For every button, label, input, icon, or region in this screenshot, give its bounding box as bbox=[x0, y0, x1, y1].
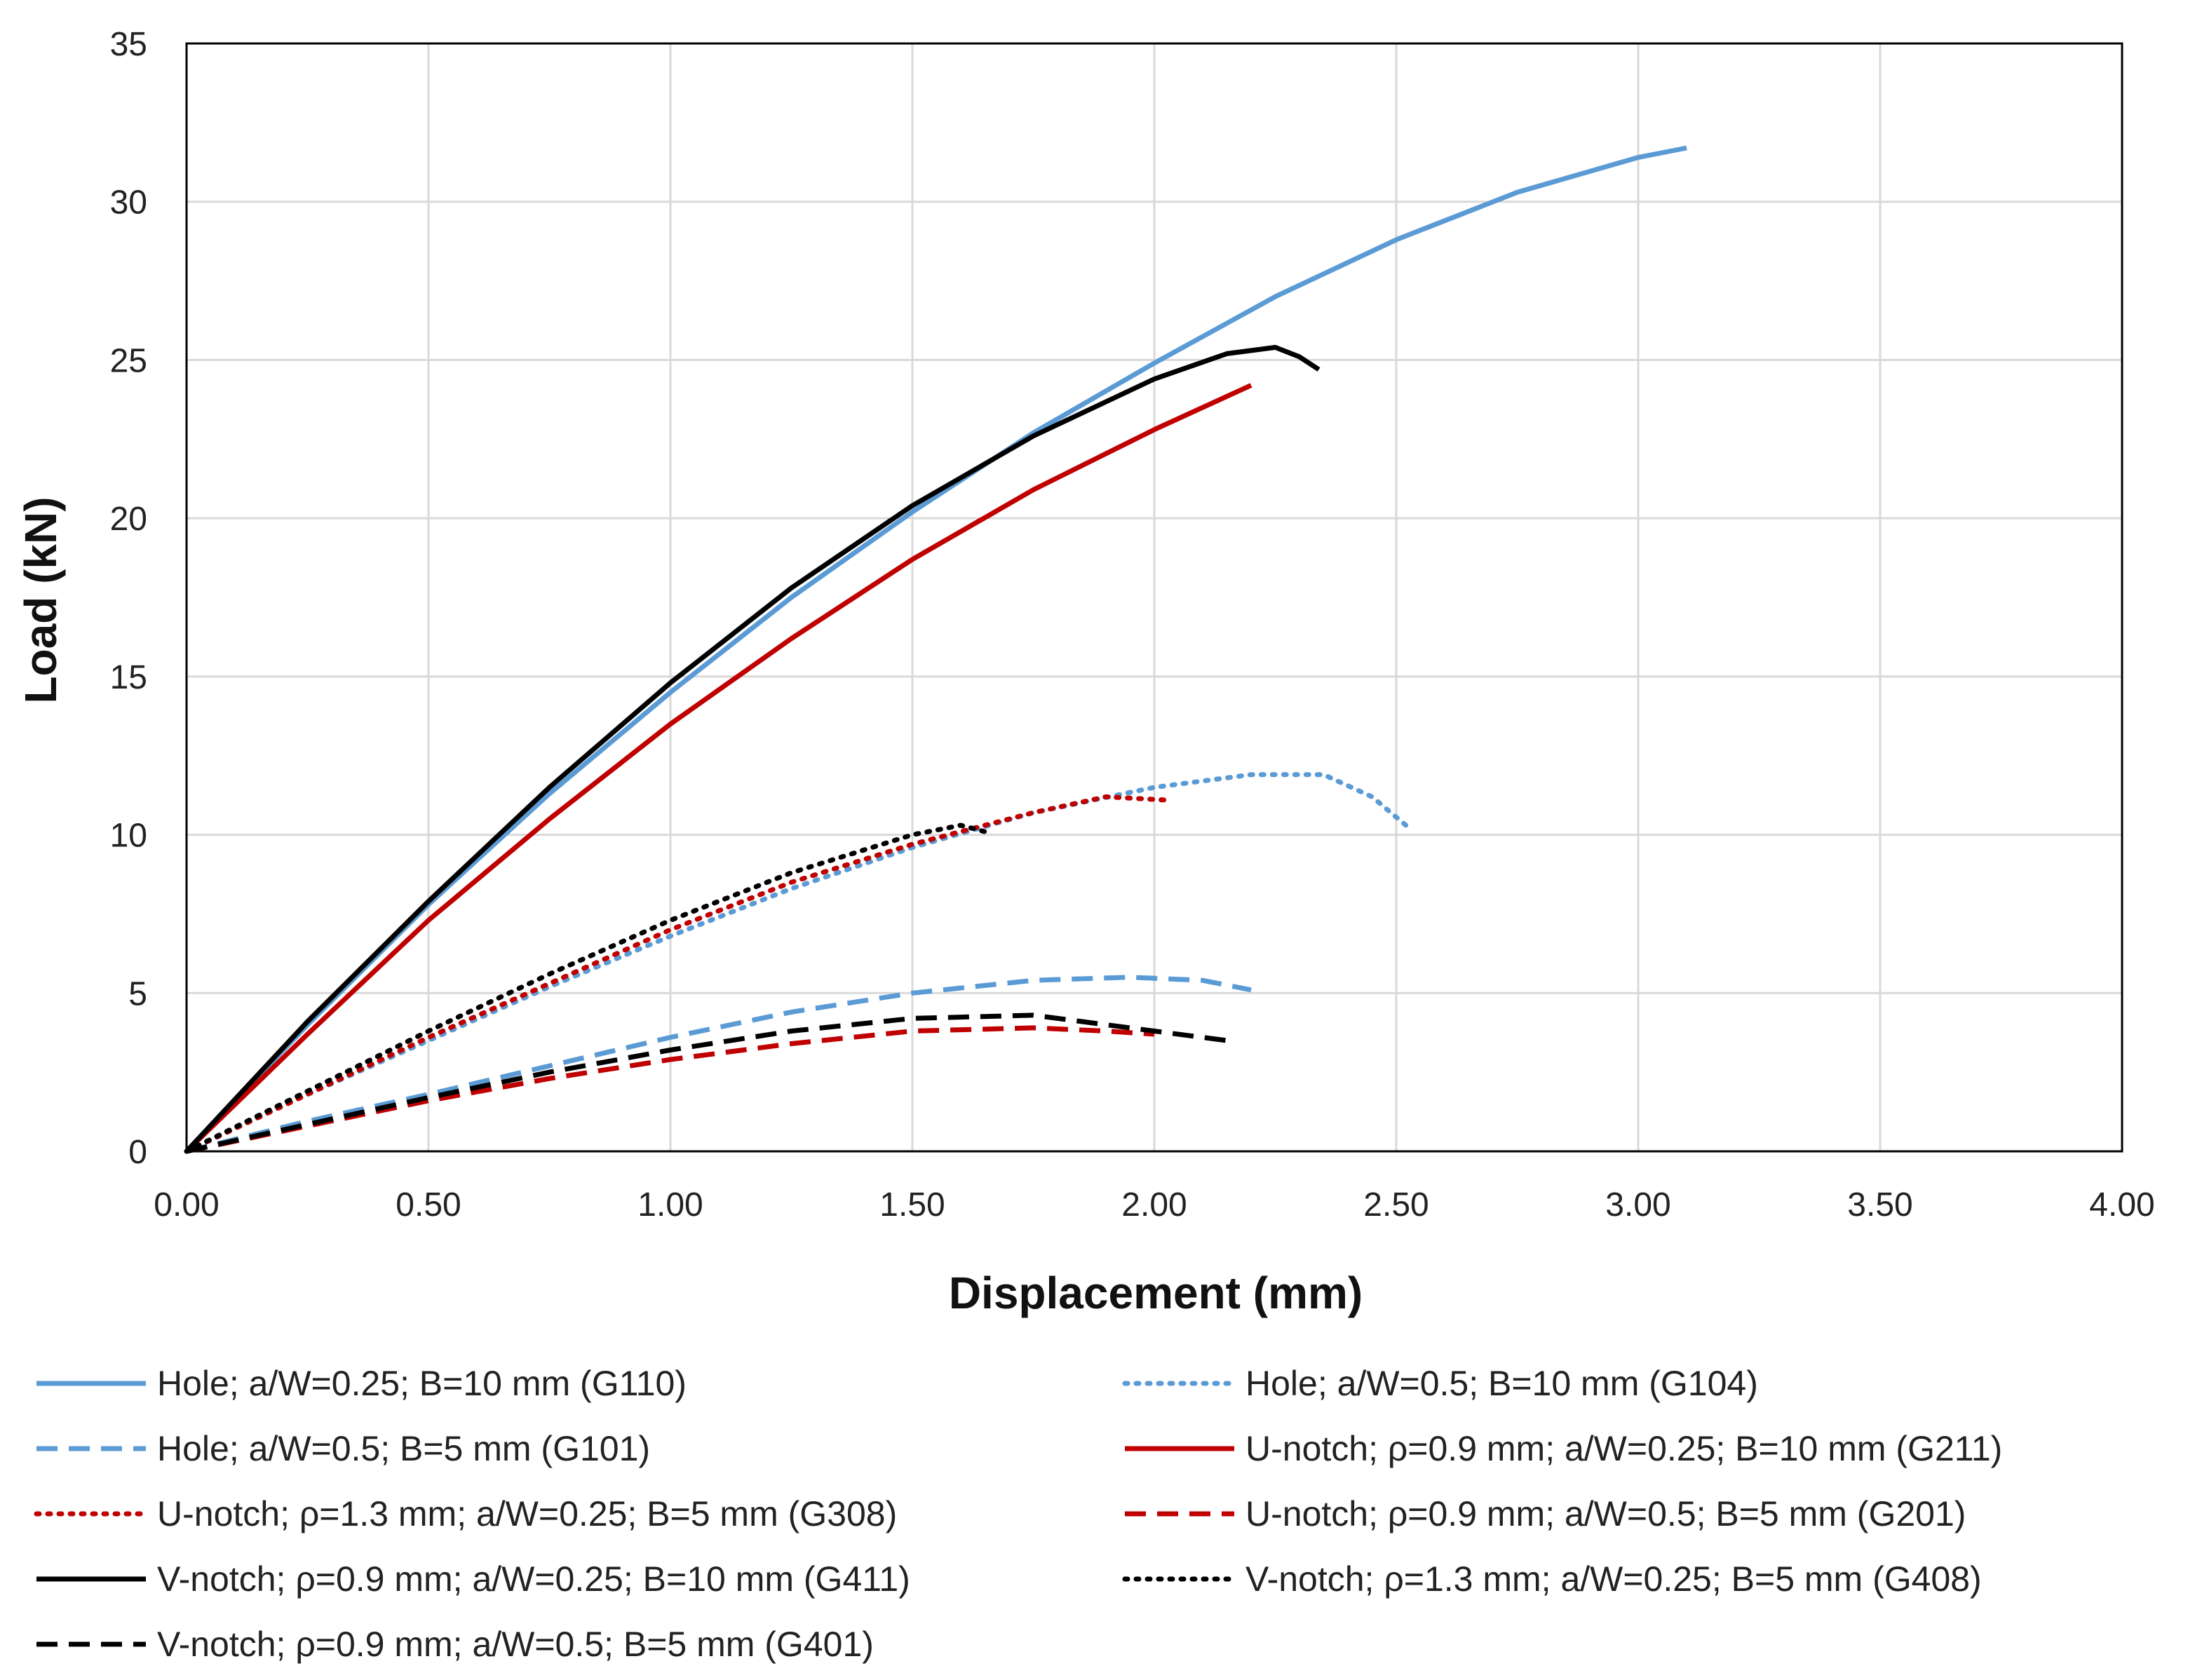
y-axis-title: Load (kN) bbox=[15, 496, 66, 703]
series-line-8 bbox=[184, 822, 987, 1154]
x-tick-label: 3.50 bbox=[1847, 1186, 1912, 1224]
series-line-2 bbox=[184, 772, 1409, 1154]
x-tick-label: 0.50 bbox=[396, 1186, 461, 1224]
y-tick-label: 30 bbox=[110, 184, 147, 222]
y-tick-label: 0 bbox=[128, 1134, 147, 1171]
x-tick-label: 2.00 bbox=[1121, 1186, 1187, 1224]
legend-label: Hole; a/W=0.5; B=10 mm (G104) bbox=[1245, 1364, 1758, 1403]
y-tick-label: 5 bbox=[128, 975, 147, 1012]
legend-label: Hole; a/W=0.25; B=10 mm (G110) bbox=[157, 1364, 687, 1403]
series-line-6 bbox=[186, 1025, 1155, 1154]
legend-label: V-notch; ρ=0.9 mm; a/W=0.5; B=5 mm (G401… bbox=[157, 1625, 874, 1664]
x-tick-label: 0.00 bbox=[154, 1186, 219, 1224]
x-tick-label: 1.00 bbox=[637, 1186, 703, 1224]
series-line-4 bbox=[184, 383, 1252, 1153]
legend-label: U-notch; ρ=0.9 mm; a/W=0.25; B=10 mm (G2… bbox=[1245, 1429, 2002, 1468]
y-tick-label: 15 bbox=[110, 659, 147, 696]
legend-label: U-notch; ρ=1.3 mm; a/W=0.25; B=5 mm (G30… bbox=[157, 1494, 897, 1533]
legend-label: V-notch; ρ=1.3 mm; a/W=0.25; B=5 mm (G40… bbox=[1245, 1559, 1982, 1599]
y-axis-ticks: 0 5 10 15 20 25 30 35 bbox=[110, 26, 147, 1171]
series-line-9 bbox=[186, 1012, 1227, 1154]
legend-label: V-notch; ρ=0.9 mm; a/W=0.25; B=10 mm (G4… bbox=[157, 1559, 910, 1599]
x-tick-label: 2.50 bbox=[1363, 1186, 1429, 1224]
y-tick-label: 10 bbox=[110, 818, 147, 855]
plot-area-frame bbox=[185, 42, 2123, 1153]
series-line-7 bbox=[184, 344, 1321, 1153]
legend-label: Hole; a/W=0.5; B=5 mm (G101) bbox=[157, 1429, 650, 1468]
legend-label: U-notch; ρ=0.9 mm; a/W=0.5; B=5 mm (G201… bbox=[1245, 1494, 1966, 1533]
x-tick-label: 1.50 bbox=[879, 1186, 945, 1224]
series-lines bbox=[184, 145, 1687, 1154]
x-tick-label: 3.00 bbox=[1605, 1186, 1670, 1224]
series-line-3 bbox=[186, 975, 1252, 1154]
y-tick-label: 25 bbox=[110, 342, 147, 379]
series-line-5 bbox=[184, 794, 1167, 1154]
x-axis-ticks: 0.00 0.50 1.00 1.50 2.00 2.50 3.00 3.50 4.00 bbox=[154, 1186, 2154, 1224]
y-tick-label: 20 bbox=[110, 501, 147, 538]
legend: Hole; a/W=0.25; B=10 mm (G110) Hole; a/W=… bbox=[34, 1364, 2002, 1664]
x-tick-label: 4.00 bbox=[2089, 1186, 2154, 1224]
y-tick-label: 35 bbox=[110, 26, 147, 63]
x-axis-title: Displacement (mm) bbox=[949, 1268, 1363, 1318]
